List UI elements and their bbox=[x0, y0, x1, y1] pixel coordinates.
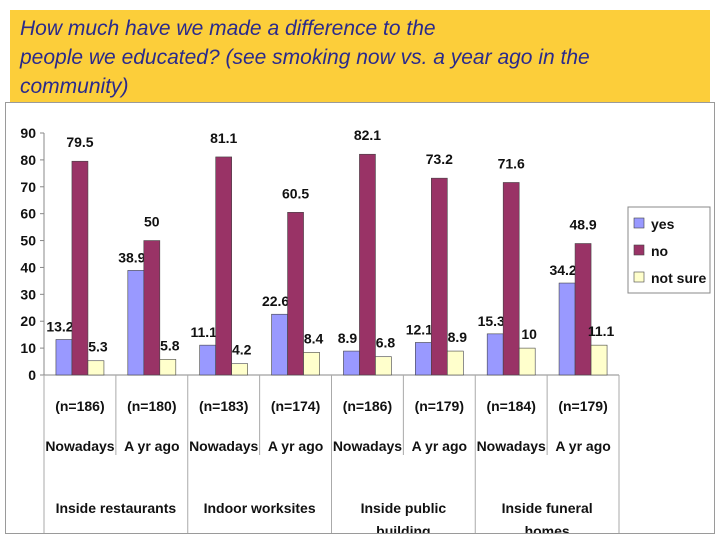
legend-swatch-yes bbox=[633, 217, 645, 229]
bar-no bbox=[71, 160, 89, 376]
y-tick-label: 10 bbox=[20, 340, 36, 356]
title-line-3: community) bbox=[20, 75, 129, 98]
y-tick-label: 90 bbox=[20, 125, 36, 141]
bar-no bbox=[574, 243, 592, 376]
category-period-label: A yr ago bbox=[268, 438, 324, 454]
slide-title: How much have we made a difference to th… bbox=[20, 14, 700, 101]
group-label-line1: Indoor worksites bbox=[204, 500, 316, 516]
data-label-no: 50 bbox=[144, 214, 160, 230]
y-tick-label: 50 bbox=[20, 233, 36, 249]
bar-not_sure bbox=[447, 350, 464, 376]
bar-not_sure bbox=[518, 347, 536, 376]
legend-swatch-no bbox=[633, 244, 645, 256]
group-label-line1: Inside restaurants bbox=[56, 500, 177, 516]
bar-no bbox=[359, 153, 376, 376]
group-label-line2: homes bbox=[525, 523, 570, 533]
data-label-no: 82.1 bbox=[354, 127, 381, 143]
category-n-label: (n=186) bbox=[343, 398, 392, 414]
data-label-not_sure: 6.8 bbox=[376, 335, 396, 351]
category-period-label: Nowadays bbox=[477, 438, 546, 454]
category-n-label: (n=179) bbox=[558, 398, 607, 414]
data-label-yes: 22.6 bbox=[262, 293, 289, 309]
data-label-no: 48.9 bbox=[569, 217, 596, 233]
data-label-no: 60.5 bbox=[282, 185, 309, 201]
bar-no bbox=[143, 240, 161, 376]
bar-no bbox=[287, 212, 304, 376]
bar-not_sure bbox=[87, 360, 105, 376]
category-period-label: Nowadays bbox=[189, 438, 258, 454]
data-label-yes: 34.2 bbox=[549, 262, 576, 278]
data-label-not_sure: 10 bbox=[521, 326, 537, 342]
title-line-2: people we educated? (see smoking now vs.… bbox=[20, 46, 590, 69]
category-n-label: (n=186) bbox=[55, 398, 104, 414]
category-n-label: (n=179) bbox=[415, 398, 464, 414]
data-label-not_sure: 5.8 bbox=[160, 337, 180, 353]
title-line-1: How much have we made a difference to th… bbox=[20, 17, 436, 40]
category-n-label: (n=174) bbox=[271, 398, 320, 414]
category-n-label: (n=180) bbox=[127, 398, 176, 414]
bar-yes bbox=[271, 313, 288, 376]
bar-yes bbox=[415, 342, 432, 376]
y-tick-label: 20 bbox=[20, 313, 36, 329]
y-tick-label: 60 bbox=[20, 206, 36, 222]
title-banner: How much have we made a difference to th… bbox=[10, 10, 710, 102]
bar-yes bbox=[343, 350, 360, 376]
bar-no bbox=[431, 177, 448, 376]
bar-not_sure bbox=[303, 352, 320, 376]
data-label-not_sure: 5.3 bbox=[88, 339, 108, 355]
data-label-no: 71.6 bbox=[498, 155, 525, 171]
data-label-yes: 13.2 bbox=[46, 319, 73, 335]
group-label-line1: Inside funeral bbox=[502, 500, 593, 516]
y-tick-label: 80 bbox=[20, 152, 36, 168]
y-tick-label: 40 bbox=[20, 259, 36, 275]
group-label-line2: building bbox=[376, 523, 430, 533]
category-period-label: Nowadays bbox=[333, 438, 402, 454]
bar-not_sure bbox=[590, 344, 608, 376]
data-label-no: 79.5 bbox=[66, 134, 93, 150]
category-period-label: A yr ago bbox=[124, 438, 180, 454]
bar-not_sure bbox=[231, 363, 248, 376]
legend-label-yes: yes bbox=[651, 216, 675, 232]
data-label-no: 81.1 bbox=[210, 130, 237, 146]
data-label-no: 73.2 bbox=[426, 151, 453, 167]
data-label-yes: 12.1 bbox=[406, 321, 433, 337]
y-tick-label: 0 bbox=[28, 367, 36, 383]
bar-chart: 0 10 20 30 40 50 60 70 80 90 13.2 38.9 11.1 22.6 8.9 12… bbox=[20, 125, 711, 533]
group-label-line1: Inside public bbox=[361, 500, 447, 516]
bar-yes bbox=[486, 333, 504, 376]
bar-no bbox=[215, 156, 232, 376]
y-tick-label: 70 bbox=[20, 179, 36, 195]
data-label-not_sure: 4.2 bbox=[232, 342, 252, 358]
data-label-not_sure: 8.4 bbox=[304, 330, 324, 346]
category-period-label: Nowadays bbox=[45, 438, 114, 454]
data-label-not_sure: 11.1 bbox=[588, 323, 615, 339]
bar-yes bbox=[558, 282, 576, 376]
legend-label-not_sure: not sure bbox=[651, 270, 706, 286]
category-n-label: (n=184) bbox=[486, 398, 535, 414]
data-label-yes: 15.3 bbox=[478, 313, 505, 329]
legend-swatch-not_sure bbox=[633, 271, 645, 283]
bar-not_sure bbox=[159, 359, 177, 376]
bar-yes bbox=[199, 344, 216, 376]
data-label-not_sure: 8.9 bbox=[448, 329, 468, 345]
chart-frame: 0 10 20 30 40 50 60 70 80 90 13.2 38.9 11.1 22.6 8.9 12… bbox=[5, 102, 715, 534]
category-n-label: (n=183) bbox=[199, 398, 248, 414]
data-label-yes: 38.9 bbox=[118, 249, 145, 265]
bar-yes bbox=[55, 339, 73, 376]
category-period-label: A yr ago bbox=[555, 438, 611, 454]
data-label-yes: 11.1 bbox=[190, 324, 217, 340]
bar-not_sure bbox=[375, 356, 392, 376]
category-period-label: A yr ago bbox=[412, 438, 468, 454]
data-label-yes: 8.9 bbox=[338, 330, 358, 346]
bar-yes bbox=[127, 270, 145, 376]
y-tick-label: 30 bbox=[20, 286, 36, 302]
legend-label-no: no bbox=[651, 243, 668, 259]
bar-no bbox=[502, 182, 520, 376]
